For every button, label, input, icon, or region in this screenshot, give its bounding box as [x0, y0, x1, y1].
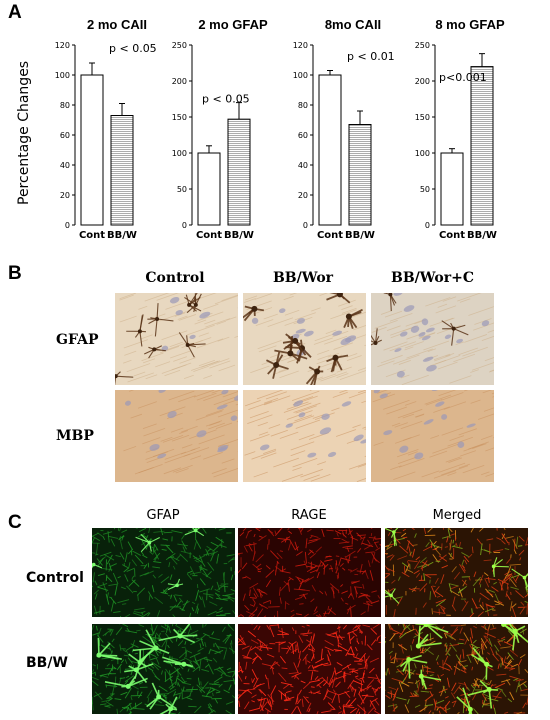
y-tick-label: 40: [60, 161, 70, 170]
y-tick-label: 80: [60, 101, 70, 110]
y-tick-label: 0: [182, 221, 187, 230]
bar-chart-2mo-gfap: 0 50 100 150 200 250 Cont BB/W p < 0.05: [172, 41, 254, 241]
panel-c-letter: C: [8, 512, 22, 533]
fluor-image-gfap-bbw: [92, 624, 235, 714]
panel-b-col-bbwor-c: BB/Wor+C: [391, 270, 474, 286]
y-tick-label: 50: [177, 185, 187, 194]
chart-3-title: 8mo CAII: [324, 17, 382, 32]
y-tick-label: 100: [172, 149, 187, 158]
x-tick-label: BB/W: [224, 230, 254, 241]
y-tick-label: 60: [298, 131, 308, 140]
y-tick-label: 0: [65, 221, 70, 230]
panel-c-col-gfap: GFAP: [146, 508, 180, 523]
y-tick-label: 100: [415, 149, 430, 158]
chart-1-title: 2 mo CAII: [87, 17, 147, 32]
x-tick-label: BB/W: [345, 230, 375, 241]
y-tick-label: 100: [55, 71, 70, 80]
x-tick-label: Cont: [439, 230, 465, 241]
y-tick-label: 80: [298, 101, 308, 110]
p-value-annotation: p<0.001: [439, 71, 487, 84]
y-tick-label: 0: [425, 221, 430, 230]
bar-cont: [440, 152, 464, 226]
panel-c-row-bbw: BB/W: [26, 655, 68, 671]
y-tick-label: 0: [303, 221, 308, 230]
bar-cont: [80, 74, 104, 226]
bar-cont: [197, 152, 221, 226]
ihc-image-mbp-bbwor: [243, 390, 366, 482]
y-tick-label: 150: [172, 113, 187, 122]
panel-b-row-mbp: MBP: [56, 428, 94, 444]
panel-c-row-control: Control: [26, 570, 84, 586]
y-tick-label: 250: [415, 41, 430, 50]
y-tick-label: 120: [293, 41, 308, 50]
x-tick-label: BB/W: [107, 230, 137, 241]
panel-b-col-control: Control: [145, 270, 205, 286]
ihc-image-gfap-bbwor-c: [371, 293, 494, 385]
fluor-image-rage-control: [238, 528, 381, 617]
y-tick-label: 20: [298, 191, 308, 200]
x-tick-label: Cont: [317, 230, 343, 241]
chart-4-title: 8 mo GFAP: [435, 17, 505, 32]
fluor-image-gfap-control: [92, 528, 235, 617]
y-tick-label: 40: [298, 161, 308, 170]
y-tick-label: 150: [415, 113, 430, 122]
y-tick-label: 60: [60, 131, 70, 140]
p-value-annotation: p < 0.05: [109, 42, 157, 55]
bar-bbw: [348, 124, 372, 226]
fluor-image-rage-bbw: [238, 624, 381, 714]
panel-a-y-axis-label: Percentage Changes: [16, 60, 32, 205]
bar-chart-2mo-caii: 0 20 40 60 80 100 120 Cont BB/W p < 0.05: [55, 41, 157, 241]
x-tick-label: BB/W: [467, 230, 497, 241]
panel-b-letter: B: [8, 263, 22, 284]
y-tick-label: 250: [172, 41, 187, 50]
bar-bbw: [470, 66, 494, 226]
ihc-image-mbp-bbwor-c: [371, 390, 494, 482]
bar-cont: [318, 74, 342, 226]
p-value-annotation: p < 0.05: [202, 93, 250, 106]
y-tick-label: 20: [60, 191, 70, 200]
y-tick-label: 100: [293, 71, 308, 80]
ihc-image-gfap-bbwor: [243, 293, 366, 385]
ihc-image-gfap-control: [115, 293, 238, 385]
x-tick-label: Cont: [196, 230, 222, 241]
panel-b-col-bbwor: BB/Wor: [272, 270, 334, 286]
bar-bbw: [227, 118, 251, 226]
p-value-annotation: p < 0.01: [347, 50, 395, 63]
fluor-image-merged-bbw: [385, 624, 528, 714]
fluor-image-merged-control: [385, 528, 528, 617]
panel-c-col-merged: Merged: [432, 508, 482, 523]
bar-chart-8mo-caii: 0 20 40 60 80 100 120 Cont BB/W p < 0.01: [293, 41, 395, 241]
bar-chart-8mo-gfap: 0 50 100 150 200 250 Cont BB/W p<0.001: [415, 41, 497, 241]
panel-c-col-rage: RAGE: [291, 508, 327, 523]
panel-a-letter: A: [8, 2, 22, 23]
x-tick-label: Cont: [79, 230, 105, 241]
y-tick-label: 50: [420, 185, 430, 194]
y-tick-label: 120: [55, 41, 70, 50]
y-tick-label: 200: [172, 77, 187, 86]
y-tick-label: 200: [415, 77, 430, 86]
chart-2-title: 2 mo GFAP: [198, 17, 268, 32]
bar-bbw: [110, 115, 134, 226]
ihc-image-mbp-control: [115, 390, 238, 482]
panel-b-row-gfap: GFAP: [56, 332, 99, 348]
